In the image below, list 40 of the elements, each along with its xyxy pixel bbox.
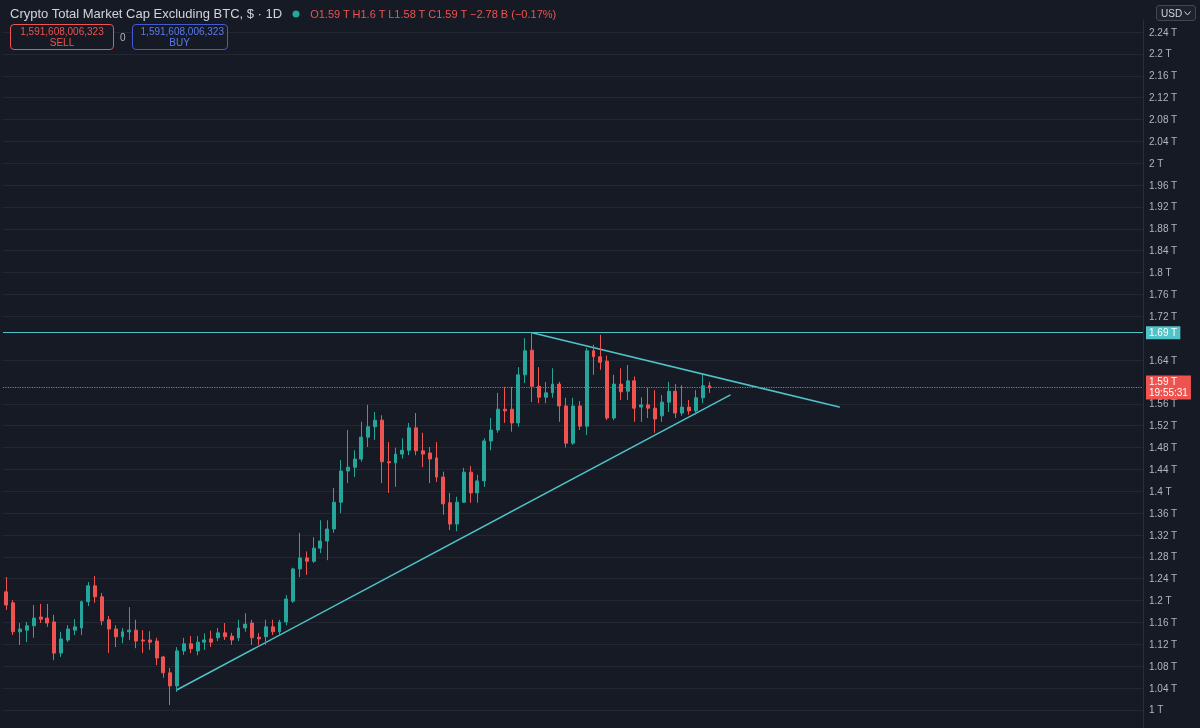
annotation: 1,591,608,006,323: [19, 26, 105, 37]
y-tick-label: 1.04 T: [1149, 682, 1178, 694]
y-tick-label: 1.28 T: [1149, 551, 1178, 563]
y-tick-label: 1.56 T: [1149, 398, 1178, 410]
y-tick-label: 1 T: [1149, 704, 1164, 716]
y-tick-label: 2.08 T: [1149, 114, 1178, 125]
y-tick-label: 1.52 T: [1149, 420, 1178, 432]
y-tick-label: 1.84 T: [1149, 245, 1178, 257]
ref-line-label: 1.69 T: [1149, 327, 1178, 339]
y-tick-label: 2.12 T: [1149, 92, 1178, 104]
chart-title: Crypto Total Market Cap Excluding BTC, $ · 1D: [10, 6, 283, 21]
y-tick-label: 2.2 T: [1149, 48, 1172, 60]
y-tick-label: 1.2 T: [1149, 595, 1172, 607]
annotation: 0: [120, 31, 126, 43]
y-tick-label: 1.4 T: [1149, 485, 1172, 497]
y-tick-label: 2.16 T: [1149, 70, 1178, 82]
y-tick-label: 1.96 T: [1149, 179, 1178, 191]
annotation: 1,591,608,006,323: [140, 26, 224, 37]
y-tick-label: 1.48 T: [1149, 442, 1178, 454]
y-tick-label: 2.24 T: [1149, 26, 1178, 38]
y-tick-label: 1.16 T: [1149, 616, 1178, 628]
y-tick-label: 1.72 T: [1149, 310, 1178, 322]
chart-subtitle: O1.59 T H1.6 T L1.58 T C1.59 T −2.78 B (−0.17%): [310, 7, 557, 20]
y-tick-label: 1.32 T: [1149, 529, 1178, 541]
y-tick-label: 1.12 T: [1149, 638, 1178, 650]
y-tick-label: 1.44 T: [1149, 463, 1178, 475]
y-tick-label: 1.64 T: [1149, 354, 1178, 366]
y-tick-label: 1.36 T: [1149, 507, 1178, 519]
annotation: BUY: [168, 37, 191, 48]
annotation: SELL: [48, 37, 76, 48]
y-tick-label: 1.8 T: [1149, 267, 1172, 279]
y-tick-label: 1.76 T: [1149, 288, 1178, 300]
y-tick-label: 1.92 T: [1149, 201, 1178, 213]
text: USD: [1161, 7, 1183, 19]
y-tick-label: 2 T: [1149, 157, 1164, 169]
y-tick-label: 2.04 T: [1149, 135, 1178, 147]
ref-line-label: 1.59 T 19:55:31: [1149, 376, 1189, 399]
y-tick-label: 1.24 T: [1149, 573, 1178, 585]
y-tick-label: 1.88 T: [1149, 223, 1178, 235]
y-tick-label: 1.08 T: [1149, 660, 1178, 672]
